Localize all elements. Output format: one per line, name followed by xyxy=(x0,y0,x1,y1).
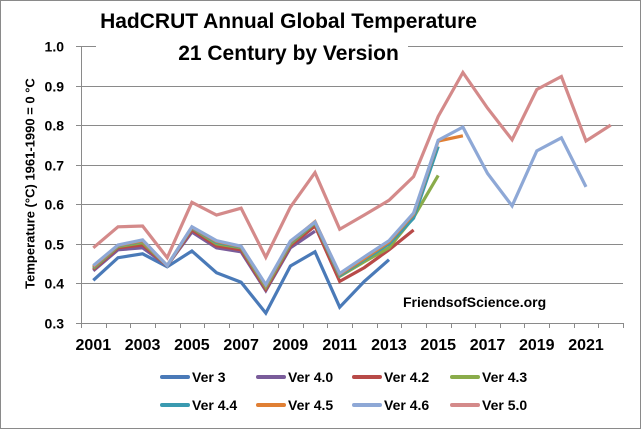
x-tick-label: 2001 xyxy=(76,337,112,354)
legend-swatch xyxy=(352,375,382,379)
legend-item: Ver 3 xyxy=(160,367,225,387)
series-line-ver-4-6 xyxy=(92,124,588,288)
x-tick-label: 2019 xyxy=(519,337,555,354)
legend-swatch xyxy=(256,403,286,407)
x-tick-label: 2021 xyxy=(568,337,604,354)
legend-label: Ver 4.0 xyxy=(288,369,334,385)
title-background xyxy=(96,8,408,70)
legend-swatch xyxy=(352,403,382,407)
chart-subtitle: 21 Century by Version xyxy=(178,42,399,65)
watermark-annotation: FriendsofScience.org xyxy=(403,294,547,310)
legend-item: Ver 4.3 xyxy=(450,367,527,387)
legend-label: Ver 4.6 xyxy=(384,397,430,413)
legend-label: Ver 5.0 xyxy=(482,397,528,413)
tick-labels: 0.3 0.4 0.5 0.6 0.7 0.8 0.9 1.0 2001 2003 2005 2007… xyxy=(45,39,604,355)
y-tick-label: 0.6 xyxy=(45,197,65,213)
x-tick-label: 2007 xyxy=(223,337,259,354)
legend-item: Ver 4.5 xyxy=(256,395,333,415)
y-tick-label: 0.8 xyxy=(45,118,65,134)
legend-swatch xyxy=(450,403,480,407)
y-tick-label: 1.0 xyxy=(45,39,65,55)
x-tick-label: 2003 xyxy=(125,337,161,354)
legend-label: Ver 4.3 xyxy=(482,369,528,385)
legend-item: Ver 4.6 xyxy=(352,395,429,415)
legend-label: Ver 3 xyxy=(192,369,226,385)
legend-item: Ver 4.0 xyxy=(256,367,333,387)
x-tick-label: 2009 xyxy=(273,337,309,354)
y-tick-label: 0.7 xyxy=(45,158,65,174)
legend-item: Ver 4.2 xyxy=(352,367,429,387)
legend-swatch xyxy=(450,375,480,379)
gridlines xyxy=(81,46,623,284)
legend-label: Ver 4.4 xyxy=(192,397,238,413)
series-line-ver-3 xyxy=(92,249,391,317)
x-tick-label: 2011 xyxy=(322,337,357,354)
y-axis-label: Temperature (°C) 1961-1990 = 0 °C xyxy=(22,78,38,289)
x-tick-label: 2005 xyxy=(174,337,210,354)
series-line-ver-5-0 xyxy=(92,69,612,261)
y-tick-label: 0.4 xyxy=(45,276,65,292)
legend-label: Ver 4.2 xyxy=(384,369,430,385)
legend-item: Ver 5.0 xyxy=(450,395,527,415)
data-series xyxy=(92,69,612,317)
legend-swatch xyxy=(256,375,286,379)
legend-swatch xyxy=(160,403,190,407)
axes xyxy=(76,46,624,328)
legend-swatch xyxy=(160,375,190,379)
y-tick-label: 0.5 xyxy=(45,237,65,253)
y-tick-label: 0.9 xyxy=(45,79,65,95)
legend-label: Ver 4.5 xyxy=(288,397,334,413)
legend-item: Ver 4.4 xyxy=(160,395,237,415)
x-tick-label: 2013 xyxy=(371,337,407,354)
x-tick-label: 2015 xyxy=(420,337,456,354)
chart-title: HadCRUT Annual Global Temperature xyxy=(100,10,477,33)
series-line-ver-4-4 xyxy=(92,145,440,289)
y-tick-label: 0.3 xyxy=(45,316,65,332)
x-tick-label: 2017 xyxy=(470,337,506,354)
